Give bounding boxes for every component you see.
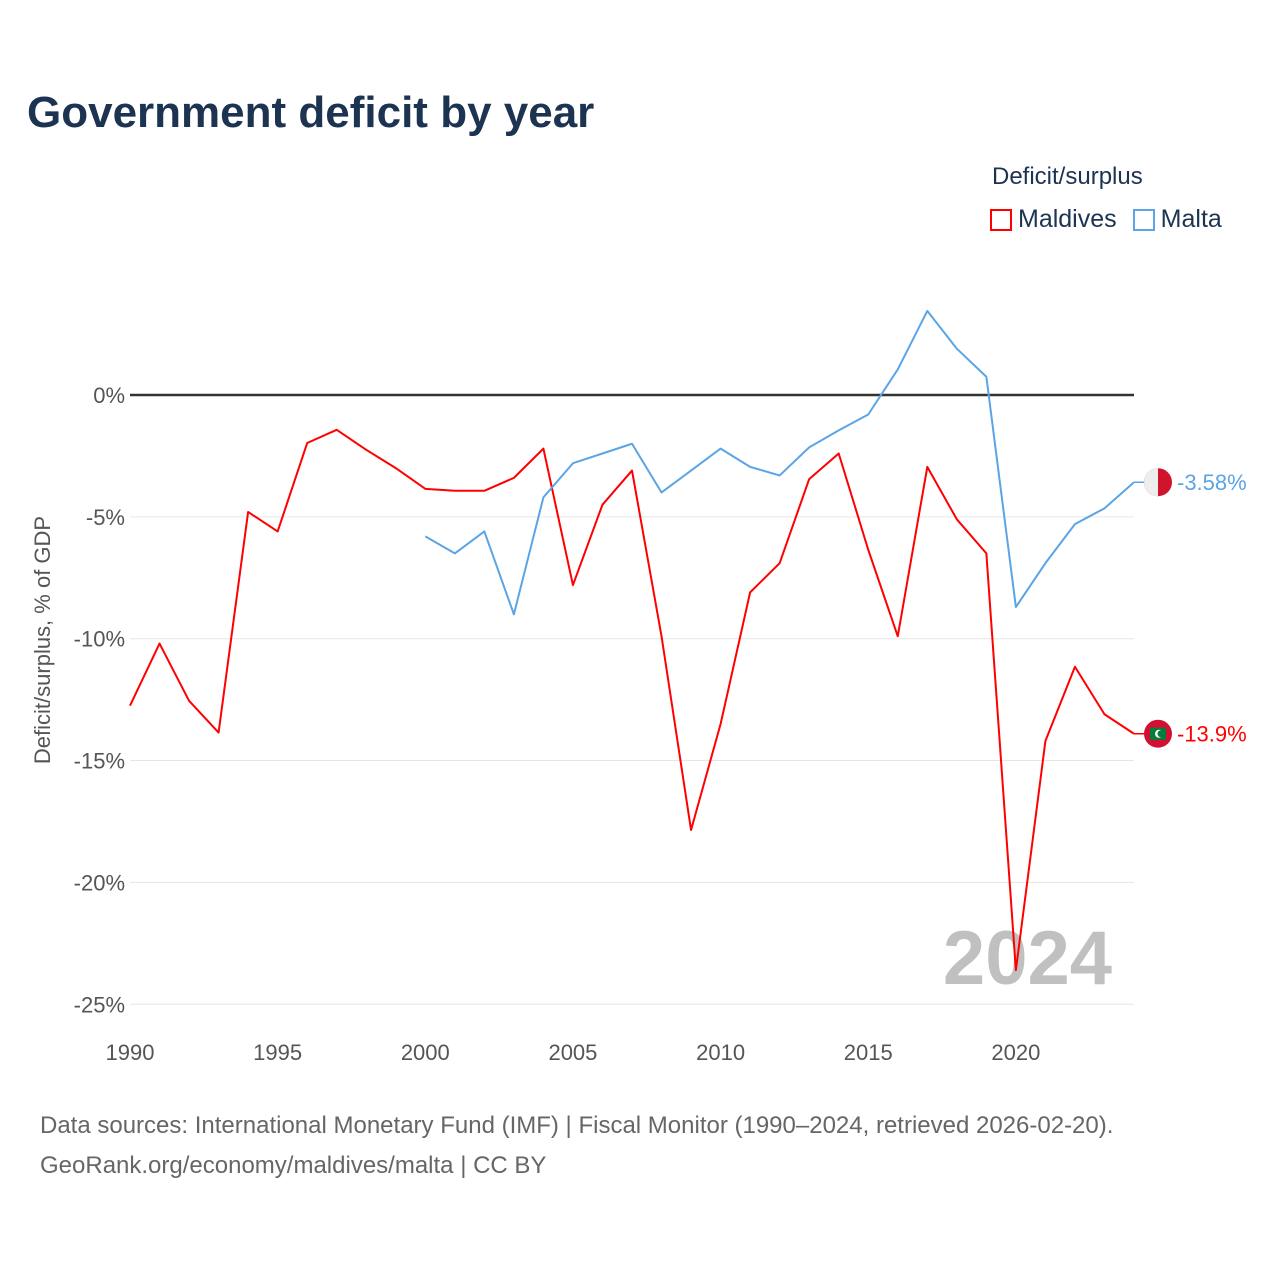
y-tick-label: -20%	[74, 870, 125, 895]
malta-flag-white-half	[1144, 468, 1158, 497]
y-tick-label: 0%	[93, 383, 125, 408]
x-tick-label: 1990	[106, 1040, 155, 1065]
series-line-maldives	[129, 428, 1135, 972]
y-tick-label: -5%	[86, 505, 125, 530]
legend-swatch-maldives	[990, 208, 1012, 231]
legend-label-maldives: Maldives	[1018, 205, 1117, 233]
legend-title: Deficit/surplus	[992, 163, 1143, 190]
y-axis-label: Deficit/surplus, % of GDP	[30, 516, 55, 764]
legend: Maldives Malta	[990, 205, 1222, 234]
x-tick-label: 2010	[696, 1040, 745, 1065]
source-note: Data sources: International Monetary Fun…	[40, 1106, 1113, 1186]
x-tick-label: 2000	[401, 1040, 450, 1065]
x-tick-label: 2005	[548, 1040, 597, 1065]
x-tick-label: 1995	[253, 1040, 302, 1065]
legend-label-malta: Malta	[1160, 205, 1222, 233]
legend-item-malta[interactable]: Malta	[1132, 205, 1222, 234]
maldives-flag-crescent-mask	[1157, 730, 1165, 738]
watermark-year: 2024	[943, 916, 1112, 1001]
source-line-1: Data sources: International Monetary Fun…	[40, 1112, 1114, 1139]
y-tick-label: -25%	[74, 992, 125, 1017]
legend-item-maldives[interactable]: Maldives	[990, 205, 1117, 234]
x-tick-label: 2020	[991, 1040, 1040, 1065]
chart-title: Government deficit by year	[27, 88, 595, 137]
legend-swatch-malta	[1132, 208, 1155, 231]
x-tick-label: 2015	[844, 1040, 893, 1065]
end-value-label-malta: -3.58%	[1177, 470, 1247, 495]
y-tick-label: -10%	[74, 627, 125, 652]
end-value-label-maldives: -13.9%	[1177, 722, 1247, 747]
y-tick-label: -15%	[74, 749, 125, 774]
source-line-2[interactable]: GeoRank.org/economy/maldives/malta | CC …	[40, 1152, 547, 1179]
series-line-malta	[424, 309, 1135, 616]
